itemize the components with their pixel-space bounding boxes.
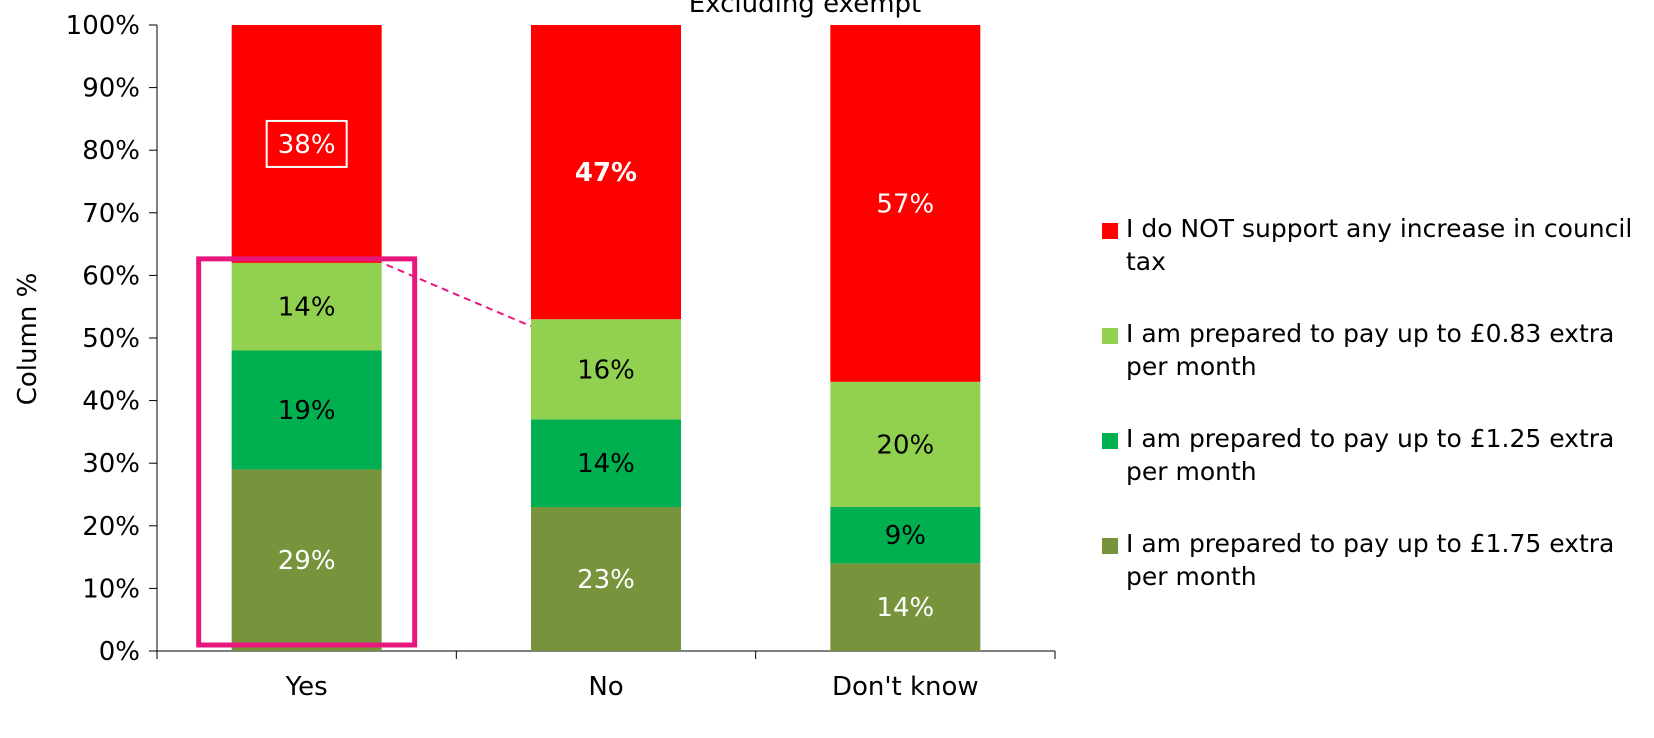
data-label-s2-yes: 14% [278,293,336,323]
legend-swatch-pay-175 [1102,538,1118,554]
legend-item-no-increase: I do NOT support any increase in council… [1102,212,1647,278]
data-label-s3-no: 47% [575,158,637,188]
bar-s3-no [531,25,681,320]
bar-s0-no [531,507,681,651]
legend-label-pay-083: I am prepared to pay up to £0.83 extra p… [1126,319,1615,381]
y-tick-label-2: 20% [82,512,140,542]
data-label-s1-no: 14% [577,449,635,479]
bar-s1-don-t-know [830,507,981,564]
data-label-s1-don-t-know: 9% [885,521,926,551]
legend-swatch-no-increase [1102,223,1118,239]
legend-label-pay-175: I am prepared to pay up to £1.75 extra p… [1126,529,1615,591]
x-tick-label-don-t-know: Don't know [832,672,979,702]
bar-s0-yes [231,469,382,651]
highlight-connector [386,263,532,328]
data-label-s0-no: 23% [577,565,635,595]
data-label-s1-yes: 19% [278,396,336,426]
data-label-s3-don-t-know: 57% [876,189,934,219]
bar-s3-yes [231,25,382,263]
y-tick-label-10: 100% [66,11,140,41]
data-label-s2-no: 16% [577,355,635,385]
bar-s1-no [531,419,681,508]
chart-title: Excluding exempt [689,0,921,19]
y-tick-label-7: 70% [82,199,140,229]
x-tick-label-yes: Yes [285,672,328,702]
highlight-box [196,256,418,648]
bar-s3-don-t-know [830,25,981,382]
y-tick-label-1: 10% [82,574,140,604]
legend-item-pay-175: I am prepared to pay up to £1.75 extra p… [1102,527,1647,593]
y-tick-label-0: 0% [99,637,140,667]
boxed-label-frame [265,119,348,168]
plot-area: 0% 10% 20% 30% 40% 50% 60% 70% 80% 90% 100% Yes No Do… [66,11,1056,702]
y-tick-label-6: 60% [82,261,140,291]
y-tick-label-5: 50% [82,324,140,354]
y-tick-label-9: 90% [82,74,140,104]
bar-s2-don-t-know [830,381,981,508]
legend-item-pay-083: I am prepared to pay up to £0.83 extra p… [1102,317,1647,383]
data-label-s0-don-t-know: 14% [876,593,934,623]
y-tick-label-3: 30% [82,449,140,479]
data-label-s3-yes: 38% [278,130,336,160]
y-tick-label-8: 80% [82,136,140,166]
bar-s2-yes [231,262,382,351]
legend: I do NOT support any increase in council… [1102,212,1647,593]
y-tick-label-4: 40% [82,387,140,417]
legend-item-pay-125: I am prepared to pay up to £1.25 extra p… [1102,422,1647,488]
bar-s2-no [531,319,681,420]
bar-s0-don-t-know [830,563,981,651]
legend-label-pay-125: I am prepared to pay up to £1.25 extra p… [1126,424,1615,486]
legend-swatch-pay-083 [1102,328,1118,344]
y-axis-title: Column % [13,273,43,406]
data-label-s2-don-t-know: 20% [876,430,934,460]
bar-s1-yes [231,350,382,470]
legend-label-no-increase: I do NOT support any increase in council… [1126,214,1633,276]
data-label-s0-yes: 29% [278,546,336,576]
legend-swatch-pay-125 [1102,433,1118,449]
x-tick-label-no: No [588,672,623,702]
